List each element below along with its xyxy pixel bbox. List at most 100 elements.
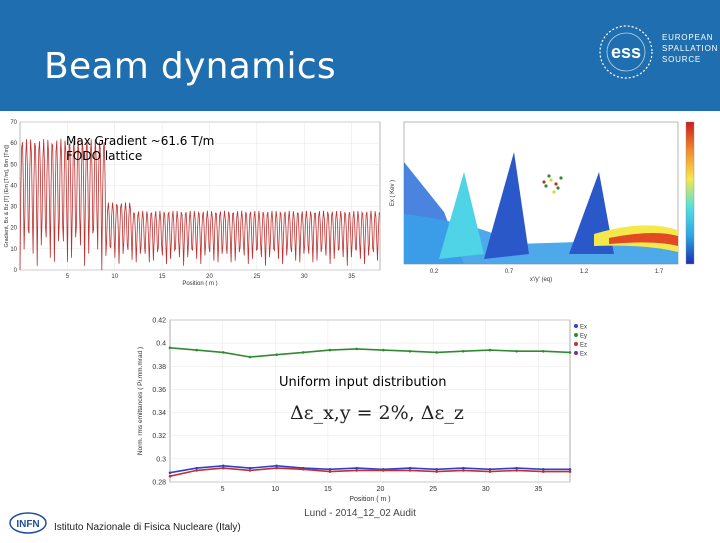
- heatmap-scatter-point: [554, 182, 558, 186]
- emittance-point: [328, 348, 332, 352]
- gradient-chart: 0 10 20 30 40 50 60 70 5 10 15 20 25 30 35 Position ( m…: [0, 114, 384, 286]
- emittance-point: [568, 470, 572, 473]
- gradient-chart-svg: 0 10 20 30 40 50 60 70 5 10 15 20 25 30 35 Position ( m…: [4, 120, 381, 286]
- emittance-point: [195, 348, 198, 352]
- logo-text: EUROPEAN SPALLATION SOURCE: [662, 32, 718, 65]
- emittance-xlabel: Position ( m ): [349, 496, 390, 503]
- gradient-x-tick: 30: [301, 274, 308, 280]
- emittance-point: [275, 464, 278, 468]
- emittance-point: [542, 467, 545, 471]
- emittance-y-tick: 0.4: [156, 341, 166, 348]
- ess-logo: ess EUROPEAN SPALLATION SOURCE: [596, 22, 717, 82]
- heatmap-x-tick: 0.7: [505, 269, 514, 275]
- gradient-x-tick: 15: [159, 274, 166, 280]
- emittance-point: [302, 467, 305, 471]
- emittance-y-tick: 0.34: [152, 410, 166, 417]
- heatmap-spike: [484, 152, 529, 259]
- emittance-legend-marker: [574, 351, 578, 355]
- emittance-point: [542, 349, 545, 353]
- emittance-legend-label: Ez: [580, 343, 587, 349]
- heatmap-x-tick: 1.2: [580, 269, 589, 275]
- emittance-point: [435, 470, 438, 473]
- emittance-legend-marker: [574, 324, 578, 328]
- gradient-xlabel: Position ( m ): [182, 281, 217, 286]
- gradient-ylabel: Gradient, Bx & Bz [T] (Em [T/m], Bm [Tm]…: [4, 144, 10, 247]
- emittance-point: [568, 351, 572, 354]
- emittance-point: [515, 466, 518, 470]
- emittance-point: [302, 351, 305, 354]
- phase-space-plot: 0.2 0.7 1.2 1.7 x'/y' (eq) Ex ( Kev ): [386, 114, 720, 286]
- emittance-point: [515, 469, 518, 472]
- emittance-x-tick: 10: [271, 486, 279, 493]
- emittance-point: [168, 474, 172, 478]
- emittance-point: [435, 351, 438, 354]
- emittance-point: [222, 351, 225, 354]
- emittance-point: [515, 349, 518, 353]
- logo-acronym: ess: [611, 42, 641, 62]
- gradient-y-tick: 50: [10, 162, 17, 168]
- emittance-y-tick: 0.28: [152, 480, 166, 487]
- emittance-point: [382, 348, 385, 352]
- emittance-point: [408, 466, 412, 470]
- emittance-point: [275, 466, 278, 470]
- emittance-x-tick: 15: [324, 486, 332, 493]
- gradient-y-tick: 40: [10, 183, 17, 189]
- emittance-point: [488, 467, 492, 471]
- phase-space-svg: 0.2 0.7 1.2 1.7 x'/y' (eq) Ex ( Kev ): [390, 121, 695, 283]
- heatmap-scatter-point: [542, 180, 546, 184]
- gradient-annotation: Max Gradient ~61.6 T/m FODO lattice: [66, 134, 214, 164]
- emittance-point: [462, 349, 465, 353]
- gradient-x-tick: 35: [348, 274, 355, 280]
- logo-line-3: SOURCE: [662, 55, 702, 64]
- emittance-point: [462, 466, 465, 470]
- gradient-y-tick: 10: [10, 247, 17, 253]
- gradient-x-tick: 10: [111, 274, 118, 280]
- heatmap-hotcore: [609, 232, 678, 246]
- emittance-point: [168, 346, 172, 350]
- emittance-legend-marker: [574, 342, 578, 346]
- emittance-y-tick: 0.42: [152, 318, 166, 325]
- emittance-point: [222, 464, 225, 468]
- emittance-point: [355, 466, 358, 470]
- emittance-y-tick: 0.3: [156, 456, 166, 463]
- gradient-y-tick: 30: [10, 205, 17, 211]
- emittance-point: [462, 469, 465, 472]
- heatmap-scatter-point: [549, 178, 553, 182]
- gradient-y-tick: 60: [10, 141, 17, 147]
- emittance-plot-area: [169, 319, 571, 483]
- slide-title: Beam dynamics: [44, 46, 336, 87]
- gradient-annotation-line1: Max Gradient ~61.6 T/m: [66, 134, 215, 148]
- emittance-point: [568, 467, 572, 471]
- emittance-legend-label: Ey: [580, 334, 587, 340]
- gradient-x-tick: 25: [253, 274, 260, 280]
- uniform-annotation: Uniform input distribution: [279, 375, 447, 390]
- emittance-point: [222, 466, 225, 470]
- heatmap-scatter-point: [552, 190, 556, 194]
- emittance-point: [195, 469, 198, 472]
- gradient-annotation-line2: FODO lattice: [66, 149, 143, 163]
- ess-logo-icon: ess: [599, 25, 653, 79]
- gradient-x-tick: 20: [206, 274, 213, 280]
- emittance-point: [328, 470, 332, 473]
- emittance-legend-label: Ex: [580, 352, 587, 358]
- emittance-point: [488, 470, 492, 473]
- heatmap-colorbar: [685, 121, 695, 265]
- gradient-y-tick: 0: [14, 268, 18, 274]
- emittance-series-ex: [169, 464, 570, 474]
- heatmap-scatter-point: [559, 176, 563, 180]
- emittance-point: [168, 471, 172, 475]
- emittance-y-tick: 0.38: [152, 364, 166, 371]
- emittance-chart-svg: 0.28 0.3 0.32 0.34 0.36 0.38 0.4 0.42 5 10 15 20 25 3…: [137, 318, 587, 504]
- emittance-ylabel: Norm. rms emittances ( Pi.mm.mrad ): [137, 347, 144, 455]
- emittance-x-tick: 20: [377, 486, 385, 493]
- slide-header: Beam dynamics ess EUROPEAN SPALLATION SO…: [0, 0, 720, 111]
- emittance-point: [248, 466, 252, 470]
- emittance-x-tick: 25: [429, 486, 437, 493]
- footer-date: Lund - 2014_12_02 Audit: [304, 508, 416, 519]
- logo-line-1: EUROPEAN: [662, 33, 714, 42]
- emittance-point: [435, 467, 438, 471]
- emittance-point: [195, 466, 198, 470]
- emittance-point: [542, 470, 545, 473]
- heatmap-scatter-point: [547, 174, 551, 178]
- infn-logo: INFN: [8, 508, 48, 538]
